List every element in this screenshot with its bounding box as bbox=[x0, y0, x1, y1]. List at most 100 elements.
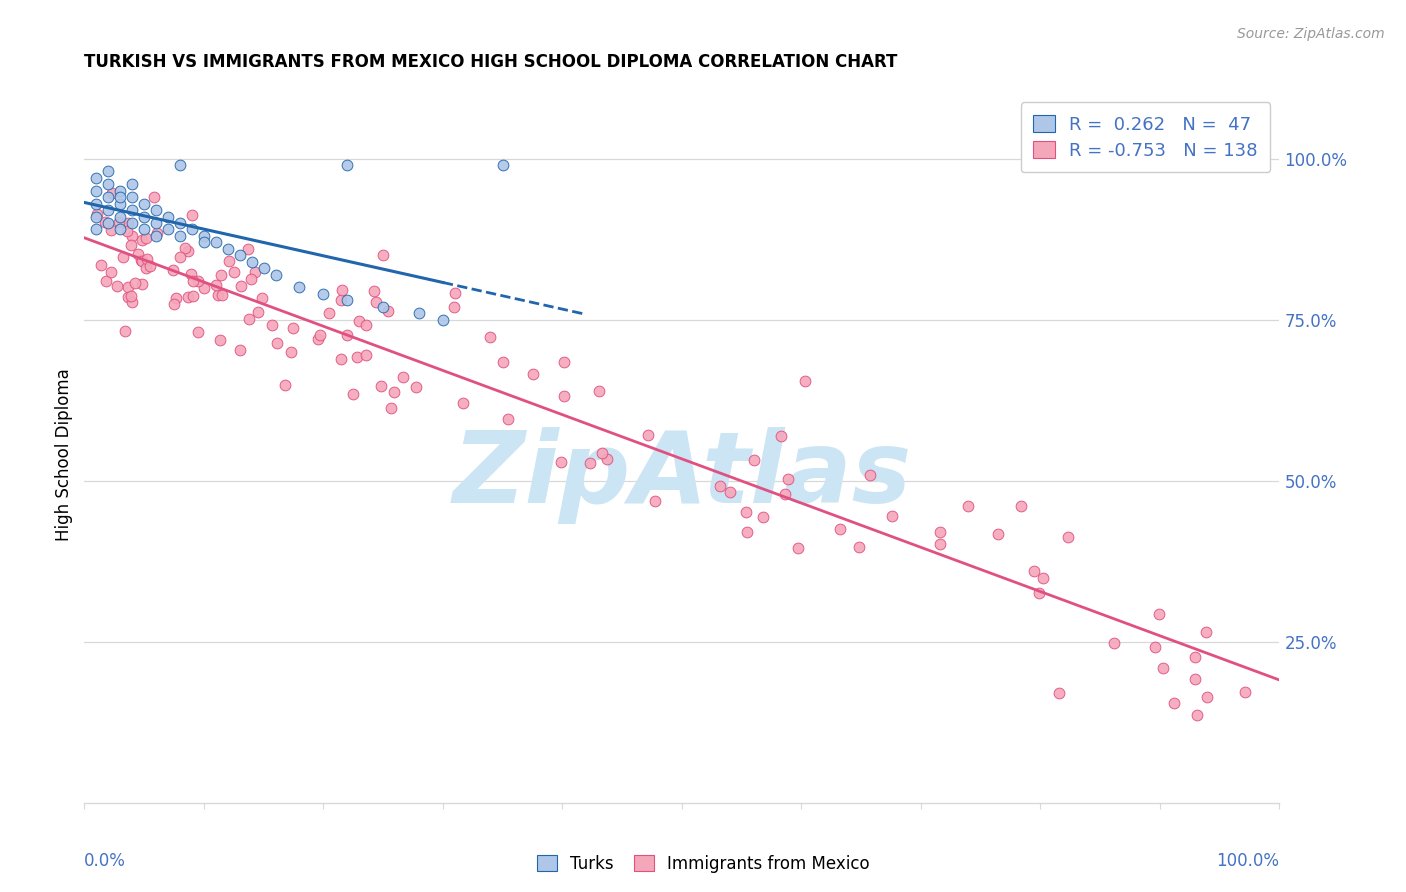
Point bbox=[132, 196, 156, 211]
Point bbox=[330, 284, 353, 298]
Point bbox=[193, 281, 215, 295]
Point bbox=[145, 203, 167, 218]
Point bbox=[169, 250, 191, 264]
Point bbox=[86, 170, 108, 185]
Point bbox=[737, 525, 759, 540]
Point bbox=[228, 248, 252, 262]
Point bbox=[773, 487, 796, 501]
Point bbox=[243, 265, 266, 279]
Point bbox=[274, 378, 297, 392]
Point bbox=[1184, 672, 1206, 686]
Point bbox=[1195, 690, 1218, 705]
Point bbox=[498, 411, 520, 425]
Point bbox=[163, 296, 186, 310]
Point bbox=[637, 428, 659, 442]
Point bbox=[86, 184, 108, 198]
Point bbox=[127, 247, 149, 261]
Point bbox=[173, 241, 195, 255]
Point bbox=[347, 314, 370, 328]
Point bbox=[176, 290, 198, 304]
Point bbox=[205, 277, 228, 292]
Point bbox=[97, 216, 120, 230]
Point bbox=[90, 258, 112, 272]
Point bbox=[131, 277, 153, 291]
Legend: Turks, Immigrants from Mexico: Turks, Immigrants from Mexico bbox=[530, 848, 876, 880]
Point bbox=[929, 536, 952, 550]
Point bbox=[124, 277, 146, 291]
Point bbox=[193, 235, 215, 250]
Point bbox=[97, 190, 120, 204]
Point bbox=[240, 254, 263, 268]
Point bbox=[709, 479, 731, 493]
Point bbox=[187, 326, 209, 340]
Point bbox=[280, 345, 302, 359]
Point bbox=[354, 318, 377, 332]
Point bbox=[346, 351, 368, 365]
Point bbox=[1047, 686, 1070, 700]
Point bbox=[371, 300, 394, 314]
Point bbox=[238, 311, 260, 326]
Point bbox=[107, 215, 129, 229]
Point bbox=[101, 186, 124, 201]
Point bbox=[121, 228, 143, 243]
Point bbox=[105, 279, 128, 293]
Point bbox=[408, 306, 430, 320]
Point bbox=[136, 252, 159, 267]
Point bbox=[110, 184, 132, 198]
Point bbox=[222, 265, 245, 279]
Point bbox=[451, 396, 474, 410]
Point bbox=[264, 268, 287, 282]
Point bbox=[1152, 661, 1174, 675]
Point bbox=[121, 178, 143, 192]
Point bbox=[132, 222, 156, 236]
Point bbox=[492, 158, 515, 172]
Point bbox=[193, 228, 215, 243]
Point bbox=[121, 295, 143, 310]
Point bbox=[135, 260, 157, 275]
Point bbox=[121, 203, 143, 218]
Point bbox=[443, 300, 465, 314]
Point bbox=[579, 456, 602, 470]
Point bbox=[131, 233, 153, 247]
Point bbox=[384, 384, 406, 399]
Point bbox=[218, 254, 240, 268]
Point bbox=[229, 278, 252, 293]
Point bbox=[120, 289, 142, 303]
Point bbox=[281, 321, 304, 335]
Point bbox=[110, 222, 132, 236]
Point bbox=[157, 222, 180, 236]
Point bbox=[1010, 499, 1032, 513]
Point bbox=[734, 505, 756, 519]
Point bbox=[356, 348, 378, 362]
Point bbox=[135, 231, 157, 245]
Point bbox=[718, 484, 741, 499]
Point bbox=[342, 387, 364, 401]
Point bbox=[97, 178, 120, 192]
Point bbox=[146, 226, 169, 240]
Point bbox=[260, 318, 283, 332]
Point bbox=[86, 210, 108, 224]
Point bbox=[770, 429, 793, 443]
Point bbox=[752, 510, 775, 524]
Point bbox=[250, 291, 273, 305]
Point bbox=[129, 253, 152, 268]
Point bbox=[596, 452, 619, 467]
Point bbox=[100, 223, 122, 237]
Point bbox=[253, 261, 276, 276]
Point bbox=[187, 274, 209, 288]
Point bbox=[177, 244, 200, 259]
Point bbox=[114, 324, 136, 338]
Point bbox=[100, 264, 122, 278]
Point bbox=[336, 158, 359, 172]
Point bbox=[208, 334, 231, 348]
Point bbox=[391, 370, 413, 384]
Point bbox=[987, 527, 1010, 541]
Point bbox=[1233, 685, 1256, 699]
Point bbox=[181, 289, 204, 303]
Point bbox=[1184, 650, 1206, 665]
Point bbox=[787, 541, 810, 555]
Point bbox=[1032, 571, 1054, 585]
Point bbox=[363, 284, 385, 298]
Point bbox=[121, 216, 143, 230]
Point bbox=[329, 293, 352, 308]
